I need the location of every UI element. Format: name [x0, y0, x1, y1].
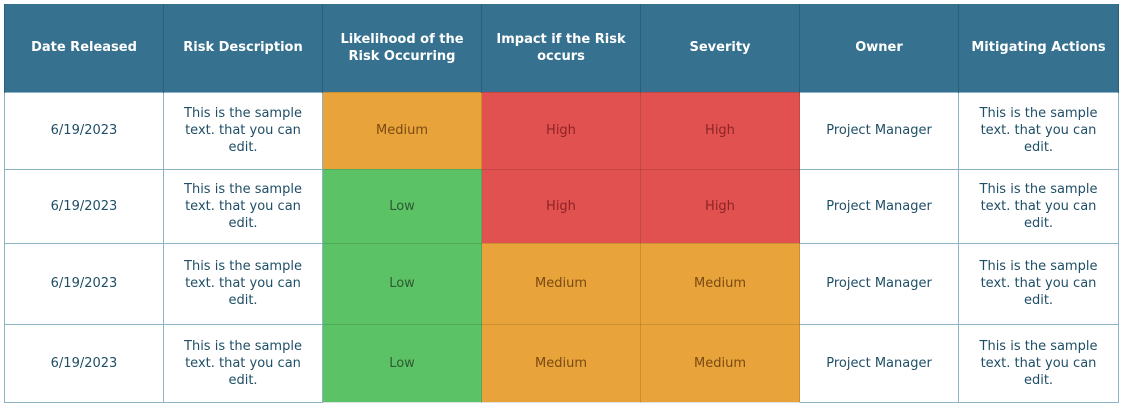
table-header: Date Released Risk Description Likelihoo… — [4, 4, 1119, 92]
table-row: 6/19/2023 This is the sample text. that … — [4, 91, 1119, 170]
risk-register-table: Date Released Risk Description Likelihoo… — [4, 4, 1119, 403]
likelihood-cell: Low — [322, 168, 482, 244]
severity-cell: Medium — [640, 242, 800, 325]
actions-cell: This is the sample text. that you can ed… — [958, 168, 1119, 244]
actions-cell: This is the sample text. that you can ed… — [958, 323, 1119, 403]
date-cell: 6/19/2023 — [4, 323, 164, 403]
impact-cell: Medium — [481, 242, 641, 325]
header-severity: Severity — [640, 4, 800, 92]
severity-cell: Medium — [640, 323, 800, 403]
impact-cell: High — [481, 168, 641, 244]
header-date-released: Date Released — [4, 4, 164, 92]
owner-cell: Project Manager — [799, 323, 959, 403]
header-likelihood: Likelihood of the Risk Occurring — [322, 4, 482, 92]
description-cell: This is the sample text. that you can ed… — [163, 168, 323, 244]
table-row: 6/19/2023 This is the sample text. that … — [4, 242, 1119, 325]
description-cell: This is the sample text. that you can ed… — [163, 323, 323, 403]
actions-cell: This is the sample text. that you can ed… — [958, 242, 1119, 325]
actions-cell: This is the sample text. that you can ed… — [958, 91, 1119, 170]
date-cell: 6/19/2023 — [4, 91, 164, 170]
likelihood-cell: Medium — [322, 91, 482, 170]
table-body: 6/19/2023 This is the sample text. that … — [4, 91, 1119, 403]
date-cell: 6/19/2023 — [4, 168, 164, 244]
likelihood-cell: Low — [322, 323, 482, 403]
description-cell: This is the sample text. that you can ed… — [163, 91, 323, 170]
owner-cell: Project Manager — [799, 91, 959, 170]
table-row: 6/19/2023 This is the sample text. that … — [4, 323, 1119, 403]
date-cell: 6/19/2023 — [4, 242, 164, 325]
header-impact: Impact if the Risk occurs — [481, 4, 641, 92]
description-cell: This is the sample text. that you can ed… — [163, 242, 323, 325]
header-row: Date Released Risk Description Likelihoo… — [4, 4, 1119, 92]
likelihood-cell: Low — [322, 242, 482, 325]
severity-cell: High — [640, 91, 800, 170]
owner-cell: Project Manager — [799, 168, 959, 244]
header-risk-description: Risk Description — [163, 4, 323, 92]
owner-cell: Project Manager — [799, 242, 959, 325]
table-row: 6/19/2023 This is the sample text. that … — [4, 168, 1119, 244]
impact-cell: Medium — [481, 323, 641, 403]
header-mitigating-actions: Mitigating Actions — [958, 4, 1119, 92]
severity-cell: High — [640, 168, 800, 244]
impact-cell: High — [481, 91, 641, 170]
header-owner: Owner — [799, 4, 959, 92]
